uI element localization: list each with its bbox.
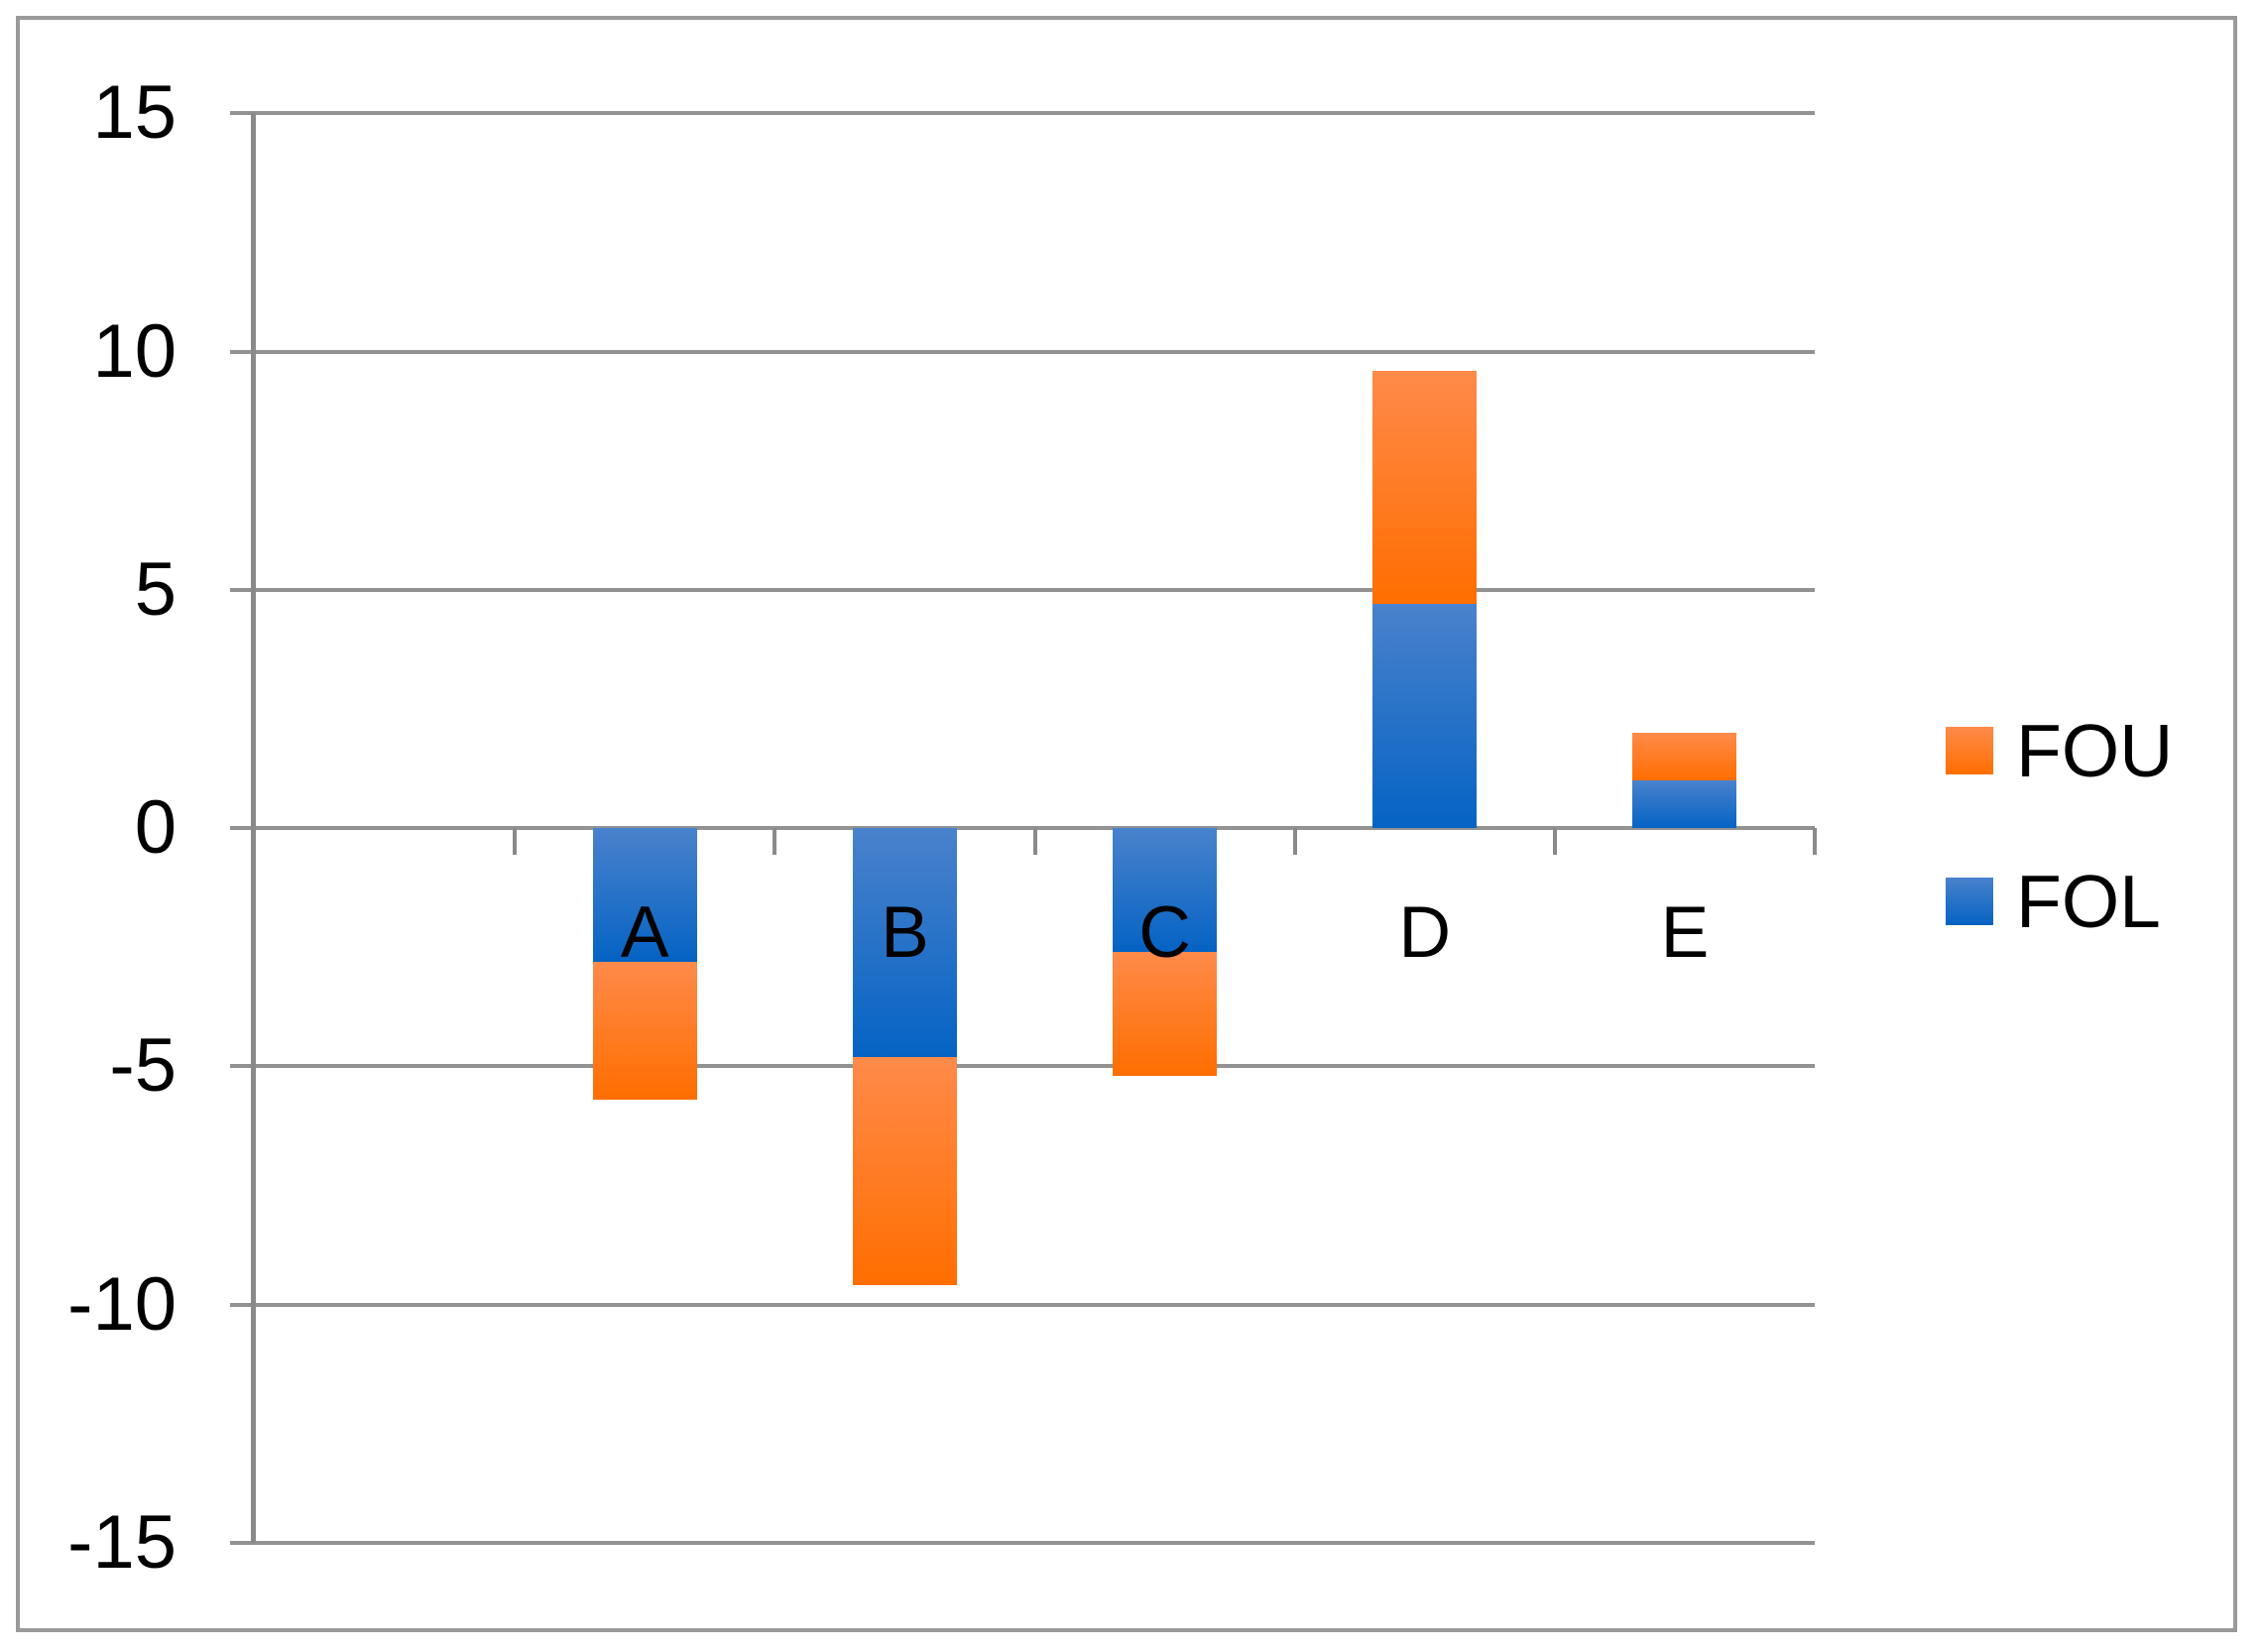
gridline-y-15 [230,111,1815,116]
legend-swatch-fou-icon [1946,727,1993,774]
bar-segment-fol-d[interactable] [1372,604,1478,828]
bar-segment-fol-a[interactable] [592,828,697,962]
gridline-y-5 [230,587,1815,592]
gridline-y--10 [230,1302,1815,1307]
category-label-d: D [1398,892,1452,973]
x-axis-tick [1813,828,1818,855]
x-axis-tick [1552,828,1557,855]
category-label-a: A [620,892,669,973]
legend-label-fou: FOU [2016,709,2174,792]
bar-segment-fol-b[interactable] [852,828,957,1057]
legend-item-fol[interactable]: FOL [1946,864,2161,939]
y-axis-label: 15 [92,70,177,156]
gridline-y--15 [230,1540,1815,1545]
bar-segment-fol-c[interactable] [1113,828,1218,952]
y-axis-label: -10 [67,1261,177,1347]
bar-segment-fou-d[interactable] [1372,370,1478,605]
legend-item-fou[interactable]: FOU [1946,713,2173,788]
y-axis-label: -15 [67,1499,177,1585]
category-label-c: C [1138,892,1191,973]
x-axis-tick [1032,828,1037,855]
category-label-b: B [881,892,929,973]
x-axis-tick [773,828,777,855]
y-axis-label: 10 [92,308,177,394]
y-axis-label: 0 [134,785,177,870]
bar-segment-fou-a[interactable] [592,961,697,1100]
bar-segment-fou-e[interactable] [1632,732,1737,780]
gridline-y--5 [230,1064,1815,1069]
chart-border [16,16,2237,1632]
y-axis-line [251,113,256,1543]
y-axis-label: -5 [109,1023,177,1109]
x-axis-tick [513,828,518,855]
y-axis-label: 5 [134,546,177,632]
gridline-y-0 [230,826,1815,830]
x-axis-tick [1292,828,1297,855]
legend-label-fol: FOL [2016,860,2161,943]
bar-segment-fol-e[interactable] [1632,779,1737,828]
category-label-e: E [1660,892,1710,973]
legend-swatch-fol-icon [1946,878,1993,925]
gridline-y-10 [230,349,1815,354]
bar-segment-fou-b[interactable] [852,1056,957,1286]
bar-segment-fou-c[interactable] [1113,951,1218,1076]
